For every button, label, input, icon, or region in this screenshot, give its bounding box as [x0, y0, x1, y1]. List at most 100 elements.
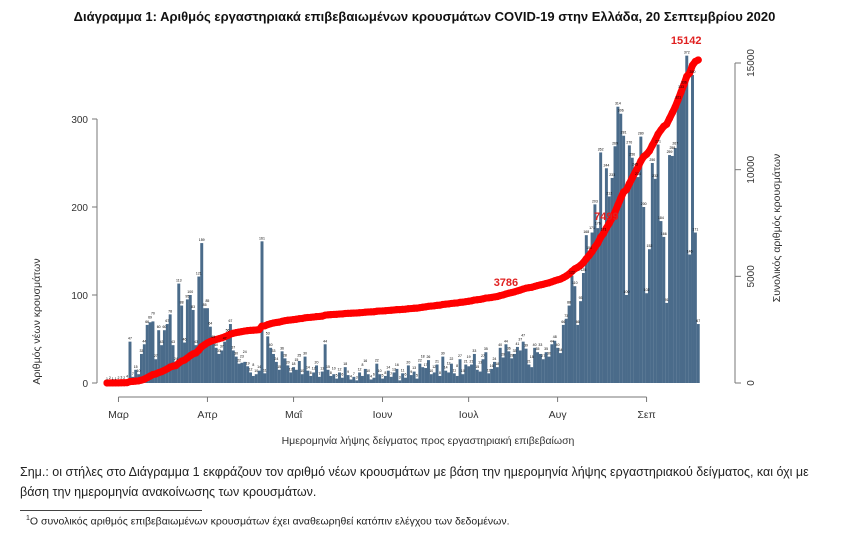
bar — [467, 366, 471, 383]
bar — [581, 273, 585, 383]
bar — [461, 374, 465, 383]
bar-value-label: 33 — [217, 349, 221, 353]
bar — [317, 376, 321, 383]
y-tick-label: 200 — [71, 203, 88, 214]
bar-value-label: 33 — [513, 349, 517, 353]
bar — [530, 367, 534, 383]
bar — [200, 243, 204, 383]
bar-value-label: 10 — [366, 369, 370, 373]
bar-value-label: 244 — [603, 163, 609, 167]
cumulative-point — [625, 180, 633, 188]
bar-value-label: 24 — [274, 357, 278, 361]
bar — [613, 146, 617, 383]
bar — [596, 228, 600, 383]
bar — [495, 367, 499, 383]
bar-value-label: 67 — [228, 319, 232, 323]
x-tick-label: Ιουν — [373, 409, 393, 421]
bar-value-label: 122 — [569, 271, 575, 275]
bar — [197, 276, 201, 383]
bar-value-label: 321 — [675, 96, 681, 100]
bar — [300, 374, 304, 383]
bar-value-label: 8 — [361, 363, 363, 367]
bar-value-label: 24 — [174, 357, 178, 361]
bar — [547, 356, 551, 383]
bar-value-label: 166 — [661, 232, 667, 236]
bar-value-label: 22 — [237, 359, 241, 363]
x-tick-label: Μαΐ — [285, 409, 303, 421]
bar — [162, 330, 166, 383]
bar-value-label: 35 — [484, 347, 488, 351]
bar-value-label: 44 — [550, 339, 554, 343]
bar-value-label: 33 — [472, 349, 476, 353]
bar-value-label: 14 — [444, 366, 448, 370]
bar — [142, 344, 146, 383]
bar — [355, 380, 359, 383]
bar — [177, 283, 181, 383]
bar — [372, 377, 376, 383]
y-tick-label: 0 — [82, 379, 88, 390]
bar-value-label: 9 — [347, 370, 349, 374]
bar — [513, 353, 517, 383]
bar — [550, 344, 554, 383]
bar — [309, 375, 313, 383]
bar — [412, 371, 416, 383]
bar — [303, 356, 307, 383]
x-axis-label: Ημερομηνία λήψης δείγματος προς εργαστηρ… — [282, 435, 575, 447]
bar-value-label: 30 — [441, 352, 445, 356]
bar — [691, 75, 694, 383]
bar-value-label: 47 — [223, 337, 227, 341]
bar — [378, 374, 382, 383]
bar — [487, 373, 491, 383]
bar-value-label: 27 — [541, 354, 545, 358]
bar — [383, 375, 387, 383]
bar-value-label: 10 — [332, 367, 336, 371]
bar — [406, 365, 410, 383]
bar-value-label: 233 — [609, 173, 615, 177]
bar — [653, 178, 657, 383]
bar-value-label: 171 — [589, 226, 595, 230]
cumulative-point — [671, 103, 679, 111]
bar-value-label: 110 — [572, 281, 578, 285]
bar — [426, 360, 430, 383]
bar — [404, 377, 407, 383]
bar — [659, 221, 663, 383]
bar-value-label: 8 — [252, 363, 254, 367]
bar-value-label: 159 — [199, 238, 205, 242]
bar-value-label: 11 — [452, 368, 456, 372]
bar — [696, 324, 700, 383]
bar-value-label: 203 — [592, 199, 598, 203]
bar — [160, 345, 164, 383]
bar — [223, 341, 227, 383]
bar-value-label: 56 — [226, 329, 230, 333]
bar — [174, 361, 178, 383]
bar-value-label: 184 — [658, 216, 664, 220]
bar-value-label: 13 — [412, 366, 416, 370]
bar — [604, 168, 608, 383]
bar — [475, 369, 479, 383]
bar-value-label: 152 — [647, 244, 653, 248]
bar-value-label: 4 — [370, 374, 372, 378]
bar — [682, 87, 686, 383]
bar — [544, 352, 548, 383]
bar-value-label: 306 — [618, 109, 624, 113]
bar-value-label: 10 — [300, 369, 304, 373]
bar-value-label: 43 — [160, 340, 164, 344]
bar-value-label: 6 — [373, 373, 375, 377]
bar — [590, 232, 594, 383]
bar-value-label: 6 — [405, 373, 407, 377]
bar-value-label: 49 — [211, 335, 215, 339]
bar-value-label: 171 — [692, 228, 698, 232]
bar-value-label: 18 — [292, 362, 296, 366]
bar — [188, 295, 192, 383]
bar-value-label: 67 — [696, 319, 700, 323]
bar-value-label: 16 — [363, 359, 367, 363]
bar — [194, 345, 198, 383]
bar-value-label: 8 — [384, 371, 386, 375]
cumulative-point — [622, 186, 631, 194]
bar — [237, 363, 241, 383]
bar-value-label: 34 — [559, 348, 563, 352]
bar — [231, 350, 235, 383]
bar-value-label: 88 — [567, 301, 571, 305]
bar-value-label: 19 — [246, 361, 250, 365]
bar-value-label: 46 — [183, 338, 187, 342]
